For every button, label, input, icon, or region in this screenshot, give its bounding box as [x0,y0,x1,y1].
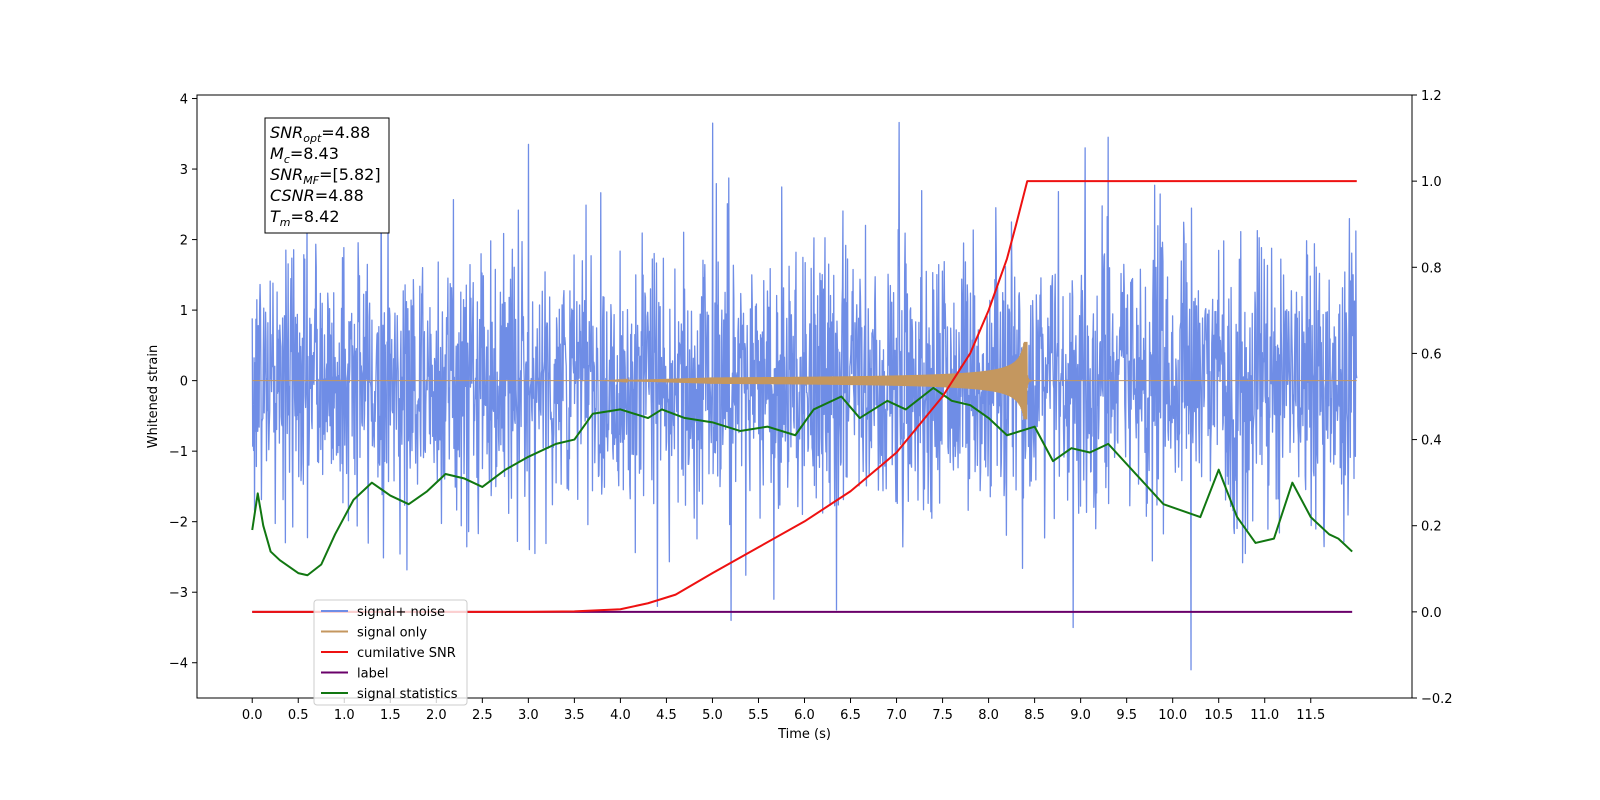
y-axis-label: Whitened strain [146,345,161,448]
y-right-tick-label: 0.8 [1421,261,1442,276]
y-right-tick-label: 0.0 [1421,606,1442,621]
y-tick-label: −1 [169,445,188,460]
legend: signal+ noise signal only cumilative SNR la… [313,599,468,706]
x-tick-label: 3.5 [564,708,585,723]
y-tick-label: −4 [169,657,188,672]
annotation-line: CSNR=4.88 [270,186,364,205]
x-tick-label: 8.0 [978,708,999,723]
x-tick-label: 1.5 [380,708,401,723]
x-tick-label: 6.5 [840,708,861,723]
x-tick-label: 2.5 [472,708,493,723]
x-tick-label: 8.5 [1024,708,1045,723]
signal-statistics-line [251,386,1353,577]
y-right-tick-label: 0.4 [1421,434,1442,449]
x-tick-label: 7.0 [886,708,907,723]
y-tick-label: 4 [180,93,188,108]
y-tick-label: 3 [180,163,188,178]
cumulative-snr-line [252,180,1357,613]
y-right-tick-label: −0.2 [1421,692,1453,707]
x-tick-label: 4.5 [656,708,677,723]
y-tick-label: 1 [180,304,188,319]
x-tick-label: 3.0 [518,708,539,723]
annotation-line: SNRopt=4.88 [270,123,370,145]
legend-entry: signal only [357,626,427,641]
x-tick-label: 10.5 [1204,708,1233,723]
series-signal-only [252,341,1357,420]
signal-only-line [252,341,1357,420]
x-tick-label: 11.5 [1296,708,1325,723]
legend-entry: cumilative SNR [357,646,456,661]
y-tick-label: 2 [180,234,188,249]
y-right-tick-label: 0.6 [1421,347,1442,362]
y-tick-label: 0 [180,375,188,390]
x-tick-label: 5.5 [748,708,769,723]
annotation-line: SNRMF=[5.82] [270,165,381,187]
x-tick-label: 9.0 [1070,708,1091,723]
x-tick-label: 11.0 [1250,708,1279,723]
annotation-frame [264,117,390,234]
x-tick-label: 0.0 [242,708,263,723]
x-tick-label: 5.0 [702,708,723,723]
legend-frame [313,599,468,706]
x-tick-label: 9.5 [1116,708,1137,723]
annotation-line: Tm=8.42 [270,207,340,229]
y-right-tick-label: 1.0 [1421,175,1442,190]
legend-entry: signal statistics [357,687,458,702]
legend-entry: label [357,667,388,682]
annotation-line: Mc=8.43 [270,144,339,166]
y-tick-label: −3 [169,586,188,601]
x-tick-label: 10.0 [1158,708,1187,723]
x-tick-label: 7.5 [932,708,953,723]
y-right-tick-label: 1.2 [1421,89,1442,104]
x-tick-label: 2.0 [426,708,447,723]
signal-noise-line [251,121,1358,671]
x-axis-label: Time (s) [777,727,831,742]
y-tick-label: −2 [169,516,188,531]
x-tick-label: 1.0 [334,708,355,723]
x-tick-label: 0.5 [288,708,309,723]
x-tick-label: 6.0 [794,708,815,723]
series-signal-noise [251,121,1358,671]
y-right-tick-label: 0.2 [1421,520,1442,535]
axes: 0.0 0.5 1.0 1.5 2.0 2.5 3.0 3.5 4.0 4.5 5.0 5.5 6.0 6… [169,89,1453,723]
legend-entry: signal+ noise [357,605,445,620]
x-tick-label: 4.0 [610,708,631,723]
